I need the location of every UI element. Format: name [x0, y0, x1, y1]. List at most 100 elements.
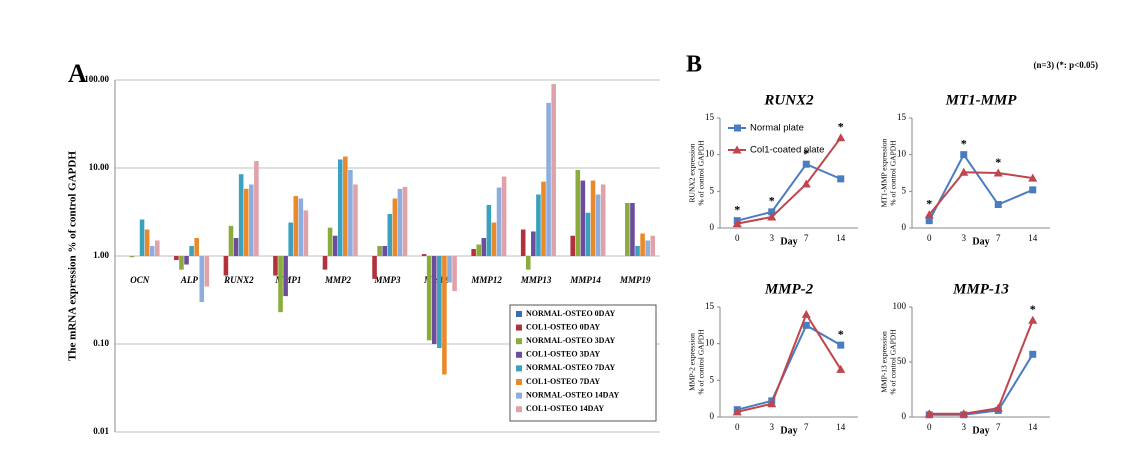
annotation: * — [961, 136, 967, 150]
bar — [541, 181, 546, 256]
point — [960, 151, 968, 159]
legend-swatch — [516, 365, 522, 372]
bar — [387, 214, 393, 256]
y-tick-label: 100 — [893, 301, 907, 311]
y-tick-label: 15 — [705, 112, 715, 122]
bar — [155, 240, 160, 256]
point — [925, 217, 933, 225]
bar — [179, 256, 184, 270]
y-tick-label: 15 — [705, 301, 715, 311]
bar — [431, 256, 437, 344]
point — [1029, 350, 1037, 358]
bar — [327, 227, 333, 256]
bar — [402, 186, 408, 256]
series-line — [737, 312, 842, 413]
series-line — [928, 152, 1034, 222]
point — [993, 168, 1003, 177]
x-tick-label: 0 — [735, 422, 740, 432]
legend-swatch — [516, 311, 522, 317]
point — [801, 309, 811, 318]
y-axis-label: % of control GAPDH — [889, 329, 898, 395]
legend-label: NORMAL-OSTEO 0DAY — [526, 309, 615, 318]
bar — [635, 245, 640, 256]
bar — [228, 225, 234, 256]
legend-label: Col1-coated plate — [750, 145, 824, 156]
point — [1029, 186, 1037, 194]
legend-label: COL1-OSTEO 14DAY — [526, 404, 604, 413]
bar — [437, 256, 442, 349]
point — [924, 409, 934, 418]
y-tick-label: 0 — [902, 411, 907, 421]
point — [732, 219, 742, 228]
y-tick-label: 50 — [897, 356, 907, 366]
legend-swatch — [516, 406, 522, 413]
y-tick-label: 1.00 — [93, 250, 109, 260]
x-tick-label: 3 — [770, 422, 775, 432]
point — [732, 407, 742, 416]
x-tick-label: MMP19 — [619, 275, 651, 285]
legend-label: NORMAL-OSTEO 3DAY — [526, 336, 615, 345]
series-line — [737, 137, 842, 225]
y-tick-label: 5 — [902, 185, 907, 195]
annotation: * — [769, 194, 775, 208]
bar — [204, 256, 210, 287]
bar — [353, 184, 358, 256]
bar — [501, 176, 507, 256]
x-tick-label: 0 — [735, 233, 740, 243]
bar — [184, 256, 189, 265]
y-axis-label: % of control GAPDH — [889, 140, 898, 206]
bar — [551, 84, 556, 256]
bar — [585, 212, 591, 256]
series-line — [928, 171, 1033, 216]
bar — [496, 187, 502, 256]
point — [837, 175, 845, 183]
legend-swatch — [516, 324, 522, 331]
y-tick-label: 0.01 — [93, 426, 109, 436]
chart-title: RUNX2 — [763, 92, 814, 108]
x-tick-label: 7 — [996, 233, 1001, 243]
x-axis-label: Day — [780, 425, 797, 436]
bar — [249, 184, 254, 256]
bar — [293, 196, 299, 256]
x-tick-label: 14 — [1028, 233, 1038, 243]
bar — [442, 256, 447, 375]
bar — [595, 194, 601, 256]
x-tick-label: RUNX2 — [223, 275, 254, 285]
y-axis-label: % of control GAPDH — [697, 140, 706, 206]
annotation: * — [995, 155, 1001, 169]
chart-title: MMP-13 — [952, 281, 1009, 297]
bar — [421, 254, 427, 256]
y-tick-label: 10 — [705, 149, 715, 159]
legend-label: NORMAL-OSTEO 7DAY — [526, 363, 615, 372]
x-tick-label: 0 — [927, 233, 932, 243]
y-axis-label: % of control GAPDH — [697, 329, 706, 395]
x-tick-label: 3 — [962, 233, 967, 243]
bar — [238, 174, 244, 256]
annotation: * — [838, 327, 844, 341]
series-line — [929, 353, 1034, 416]
x-tick-label: 7 — [804, 233, 809, 243]
bar — [630, 203, 635, 256]
series-line — [737, 323, 842, 411]
x-tick-label: 14 — [836, 422, 846, 432]
bar — [382, 245, 387, 256]
point — [802, 160, 810, 168]
point — [801, 179, 811, 188]
legend-marker — [732, 145, 742, 154]
series-line — [737, 162, 842, 222]
x-axis-label: Day — [972, 425, 989, 436]
point — [1028, 315, 1038, 324]
point — [994, 201, 1002, 209]
point — [836, 133, 846, 142]
legend-swatch — [516, 338, 522, 345]
bar — [278, 256, 283, 313]
annotation: * — [838, 120, 844, 134]
annotation: * — [734, 202, 740, 216]
y-tick-label: 10 — [705, 338, 715, 348]
x-tick-label: MMP13 — [520, 275, 552, 285]
legend-label: NORMAL-OSTEO 14DAY — [526, 390, 619, 399]
legend-label: COL1-OSTEO 7DAY — [526, 377, 600, 386]
point — [959, 409, 969, 418]
annotation: * — [1030, 302, 1036, 316]
